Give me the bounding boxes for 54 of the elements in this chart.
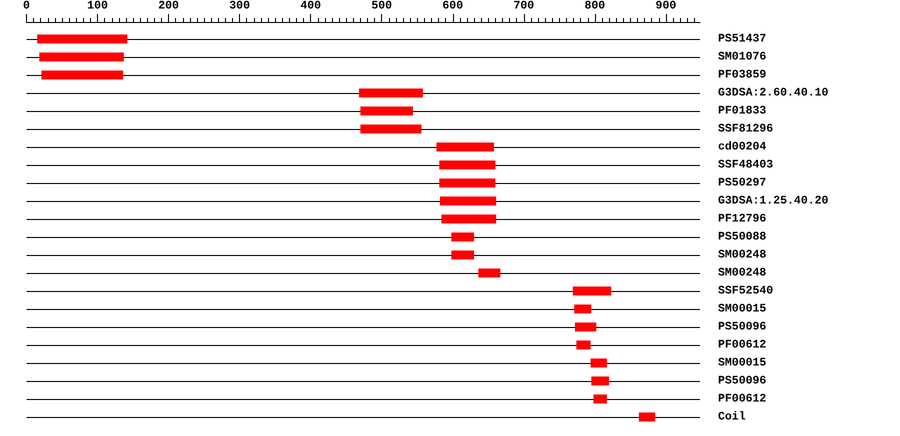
bar [358, 88, 423, 98]
x-tick-label: 600 [442, 0, 464, 12]
bar [39, 52, 124, 62]
bar [439, 160, 496, 170]
x-tick-label: 500 [371, 0, 392, 12]
y-tick-label: SM00015 [718, 302, 766, 316]
y-tick-label: G3DSA:2.60.40.10 [718, 86, 829, 100]
y-tick-label: SM01076 [718, 50, 766, 64]
bar [590, 358, 607, 368]
bar [439, 178, 496, 188]
bar [576, 340, 591, 350]
bar [360, 106, 413, 116]
bar [441, 214, 496, 224]
x-tick-label: 100 [87, 0, 108, 12]
y-tick-label: SSF81296 [718, 122, 774, 136]
bar [440, 196, 496, 206]
y-tick-label: PS50088 [718, 230, 766, 244]
y-tick-label: SM00015 [718, 356, 766, 370]
y-tick-label: cd00204 [718, 140, 766, 154]
y-tick-label: PS50096 [718, 320, 766, 334]
y-tick-label: PF12796 [718, 212, 766, 226]
bar [451, 250, 474, 260]
bar [574, 322, 596, 332]
bar [591, 376, 610, 386]
x-tick-label: 900 [656, 0, 676, 12]
y-tick-label: PF00612 [718, 338, 766, 352]
y-tick-label: PF03859 [718, 68, 766, 82]
bar [638, 412, 656, 422]
x-tick-label: 400 [300, 0, 322, 12]
y-tick-label: PS51437 [718, 32, 766, 46]
x-tick-label: 200 [158, 0, 180, 12]
bar [41, 70, 124, 80]
bar [360, 124, 422, 134]
bar [478, 268, 500, 278]
y-tick-label: SM00248 [718, 248, 766, 262]
bar [451, 232, 474, 242]
bar [574, 304, 592, 314]
y-tick-label: SSF48403 [718, 158, 774, 172]
bar [572, 286, 612, 296]
bar [37, 34, 128, 44]
y-tick-label: Coil [718, 410, 746, 424]
x-tick-label: 800 [584, 0, 606, 12]
y-tick-label: PF01833 [718, 104, 766, 118]
x-tick-label: 300 [229, 0, 250, 12]
bar [593, 394, 607, 404]
y-tick-label: PF00612 [718, 392, 766, 406]
x-tick-label: 700 [513, 0, 534, 12]
y-tick-label: SSF52540 [718, 284, 774, 298]
y-tick-label: G3DSA:1.25.40.20 [718, 194, 829, 208]
bar [436, 142, 494, 152]
y-tick-label: PS50096 [718, 374, 766, 388]
y-tick-label: SM00248 [718, 266, 766, 280]
y-tick-label: PS50297 [718, 176, 766, 190]
x-tick-label: 0 [23, 0, 30, 12]
